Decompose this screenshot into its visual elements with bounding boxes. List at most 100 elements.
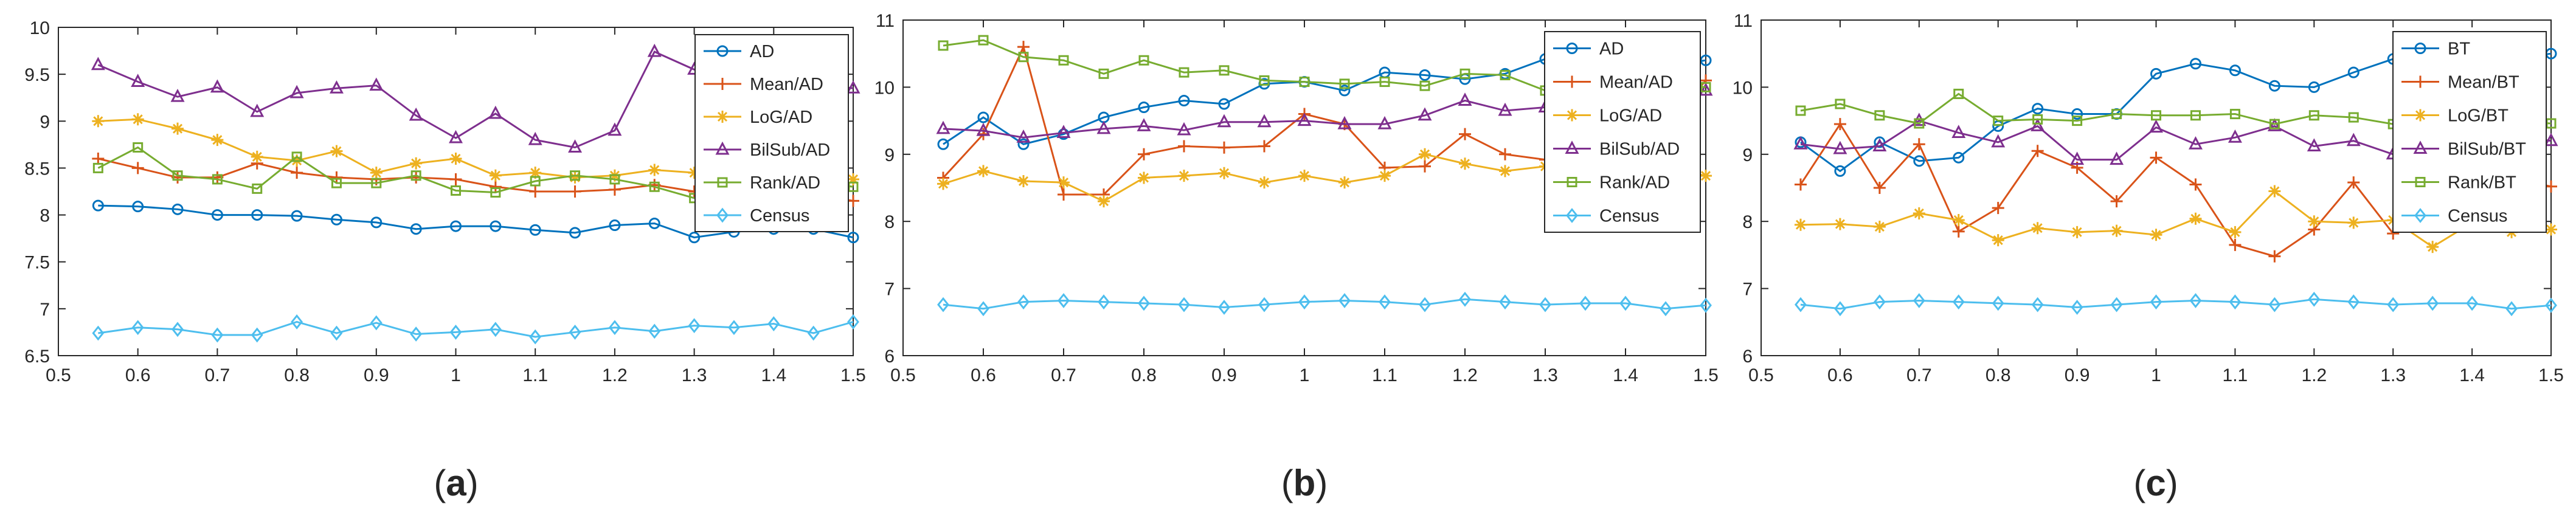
data-point	[1218, 167, 1230, 179]
data-point	[330, 325, 343, 341]
data-point	[1016, 129, 1031, 143]
data-point	[2308, 110, 2319, 121]
data-point	[688, 167, 701, 179]
data-point	[569, 227, 581, 239]
data-point	[1258, 140, 1270, 153]
data-point	[2228, 129, 2242, 143]
data-point	[133, 142, 144, 153]
data-point	[1459, 128, 1471, 140]
data-point	[847, 232, 859, 244]
y-tick-label: 7	[40, 300, 50, 320]
x-tick-label: 1.5	[1693, 365, 1719, 385]
y-tick-label: 9.5	[24, 65, 50, 85]
legend-box	[2392, 31, 2547, 233]
data-point	[649, 181, 660, 192]
data-point	[569, 325, 581, 340]
data-point	[2426, 295, 2439, 311]
data-point	[330, 171, 343, 184]
data-point	[449, 129, 463, 143]
data-point	[569, 171, 581, 184]
data-point	[1419, 160, 1431, 173]
data-point	[977, 165, 989, 178]
chart-panel-b: 0.5 0.6 0.7 0.8 0.9 1 1.1 1.2 1.3 1.4 1.5 6 7 8 9 10 11 A…	[874, 11, 1719, 503]
data-point	[171, 322, 184, 337]
data-point	[371, 178, 382, 188]
y-tick-label: 8	[40, 206, 50, 226]
data-point	[2268, 297, 2281, 312]
legend-label: Mean/BT	[2448, 73, 2519, 92]
legend-label: LoG/AD	[1599, 106, 1662, 126]
data-point	[977, 111, 989, 123]
data-point	[291, 314, 303, 330]
x-tick-label: 0.6	[1827, 365, 1853, 385]
data-point	[410, 170, 421, 181]
data-point	[2031, 145, 2044, 157]
legend-swatch-marker	[717, 177, 728, 188]
legend-swatch-marker	[2414, 43, 2426, 54]
x-tick-label: 0.5	[46, 365, 71, 385]
data-point	[1499, 294, 1511, 310]
data-point	[1297, 112, 1312, 126]
data-point	[2032, 103, 2044, 115]
data-point	[1700, 81, 1711, 92]
legend-swatch-marker	[1565, 140, 1579, 154]
data-point	[1017, 174, 1030, 187]
data-point	[608, 320, 621, 336]
data-point	[488, 105, 503, 119]
data-point	[1098, 68, 1109, 79]
data-point	[131, 320, 144, 336]
data-point	[976, 122, 991, 136]
data-point	[1418, 107, 1432, 121]
legend-swatch-marker	[1566, 208, 1578, 223]
data-point	[1178, 297, 1190, 312]
legend-label: AD	[1599, 40, 1624, 59]
data-point	[2308, 215, 2321, 228]
data-point	[2267, 118, 2282, 131]
data-point	[1058, 293, 1070, 308]
data-point	[608, 122, 622, 136]
data-point	[2071, 108, 2083, 120]
data-point	[847, 173, 859, 185]
panel-caption: (c)	[2133, 463, 2178, 503]
data-point	[1794, 178, 1807, 191]
data-point	[2070, 151, 2085, 165]
x-tick-label: 1.3	[1532, 365, 1558, 385]
y-tick-label: 7	[884, 280, 895, 300]
x-tick-label: 0.8	[1986, 365, 2011, 385]
x-tick-label: 0.7	[1051, 365, 1076, 385]
legend-label: AD	[750, 42, 774, 61]
data-point	[1459, 68, 1470, 79]
data-point	[2268, 250, 2281, 263]
data-point	[1993, 116, 2004, 126]
data-point	[1218, 300, 1230, 315]
data-point	[1219, 65, 1230, 76]
x-tick-label: 1.3	[682, 365, 707, 385]
data-point	[1338, 293, 1351, 308]
legend-label: Mean/AD	[1599, 73, 1673, 92]
series-line	[1800, 298, 2552, 310]
legend-swatch-marker	[2415, 177, 2426, 187]
data-point	[1913, 207, 1925, 219]
data-point	[251, 150, 263, 163]
data-point	[2150, 67, 2162, 80]
data-point	[1914, 118, 1925, 129]
data-point	[1379, 294, 1391, 310]
data-point	[289, 85, 304, 98]
data-point	[1419, 69, 1431, 81]
data-point	[1178, 94, 1190, 106]
data-point	[410, 223, 422, 235]
data-point	[1500, 70, 1511, 81]
legend-swatch-marker	[716, 78, 729, 90]
legend-swatch-marker	[2413, 140, 2428, 154]
data-point	[252, 183, 263, 194]
x-tick-label: 1.4	[1613, 365, 1638, 385]
data-point	[2031, 297, 2044, 312]
data-point	[937, 178, 949, 190]
data-point	[1178, 140, 1190, 153]
data-point	[2189, 58, 2201, 70]
chart-panel-a: 0.5 0.6 0.7 0.8 0.9 1 1.1 1.2 1.3 1.4 1.5 6.5 7 7.5 8 8…	[24, 18, 866, 503]
series-line	[1800, 190, 2552, 248]
x-tick-label: 1.4	[2459, 365, 2485, 385]
data-point	[977, 301, 989, 317]
